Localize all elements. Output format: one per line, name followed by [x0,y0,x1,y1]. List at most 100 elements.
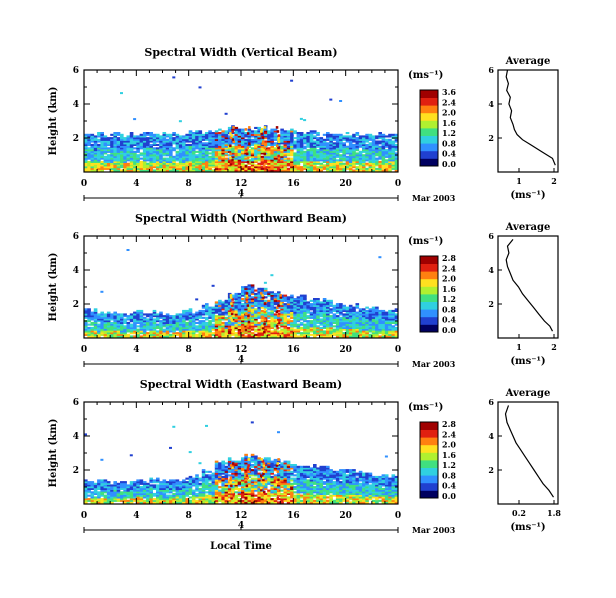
heatmap-cell [172,487,176,490]
heatmap-cell [214,160,219,163]
heatmap-cell [358,332,363,335]
heatmap-cell [178,320,183,323]
heatmap-cell [293,160,297,163]
heatmap-cell [146,332,150,335]
heatmap-cell [214,140,219,143]
heatmap-cell [296,150,301,153]
heatmap-cell [218,316,222,319]
heatmap-cell [208,487,212,490]
heatmap-cell [371,308,376,311]
heatmap-cell [260,309,265,312]
heatmap-cell [214,169,219,172]
heatmap-cell [116,167,121,170]
heatmap-cell [149,147,153,150]
heatmap-cell [129,499,134,502]
heatmap-cell [355,321,360,324]
heatmap-cell [87,484,91,487]
heatmap-cell [93,145,98,148]
heatmap-cell [110,330,114,333]
heatmap-cell [250,306,255,309]
heatmap-cell [326,309,330,312]
heatmap-cell [103,328,108,331]
heatmap-cell [182,147,186,150]
heatmap-cell [384,149,389,152]
heatmap-cell [342,316,346,319]
heatmap-cell [162,501,167,504]
heatmap-cell [267,316,271,319]
heatmap-cell [250,326,255,329]
heatmap-cell [133,155,137,158]
heatmap-cell [365,309,369,312]
heatmap-cell [191,501,196,504]
heatmap-cell [319,149,324,152]
heatmap-cell [378,313,382,316]
heatmap-cell [191,315,196,318]
heatmap-cell [277,149,281,152]
heatmap-cell [152,140,157,143]
heatmap-cell [316,330,320,333]
heatmap-cell [126,164,131,167]
heatmap-cell [257,145,261,148]
heatmap-cell [123,315,127,318]
heatmap-cell [231,489,235,492]
heatmap-cell [303,320,307,323]
heatmap-cell [106,166,111,169]
heatmap-cell [388,160,392,163]
heatmap-cell [97,138,101,141]
heatmap-cell [116,160,121,163]
heatmap-cell [129,154,134,157]
heatmap-cell [280,159,284,162]
heatmap-cell [371,335,376,338]
heatmap-cell [84,159,88,162]
heatmap-cell [254,311,258,314]
heatmap-cell [198,484,203,487]
heatmap-cell [299,321,304,324]
heatmap-cell [306,167,310,170]
heatmap-cell [234,320,239,323]
heatmap-cell [309,137,314,140]
heatmap-cell [106,482,111,485]
heatmap-cell [286,333,291,336]
heatmap-cell [313,325,317,328]
heatmap-cell [365,133,369,136]
heatmap-cell [152,320,157,323]
heatmap-cell [103,499,108,502]
heatmap-cell [172,328,176,331]
heatmap-cell [273,157,278,160]
heatmap-cell [270,137,274,140]
heatmap-cell [270,315,274,318]
heatmap-cell [254,313,258,316]
heatmap-cell [348,330,353,333]
heatmap-cell [103,147,108,150]
heatmap-cell [90,481,95,484]
heatmap-cell [299,298,304,301]
heatmap-cell [286,154,291,157]
heatmap-cell [368,155,373,158]
heatmap-cell [185,316,189,319]
heatmap-cell [123,332,127,335]
heatmap-cell [211,284,215,287]
heatmap-cell [169,321,173,324]
heatmap-cell [263,281,267,284]
heatmap-cell [97,316,101,319]
heatmap-cell [348,167,353,170]
heatmap-cell [339,135,343,138]
heatmap-cell [273,169,278,172]
heatmap-cell [120,492,124,495]
heatmap-cell [205,333,209,336]
heatmap-cell [106,333,111,336]
heatmap-cell [250,164,255,167]
heatmap-cell [257,323,261,326]
heatmap-cell [316,318,320,321]
heatmap-cell [208,335,212,338]
heatmap-cell [169,494,173,497]
heatmap-cell [126,491,131,494]
heatmap-cell [123,326,127,329]
heatmap-cell [375,160,379,163]
heatmap-cell [156,486,160,489]
heatmap-cell [384,169,389,172]
heatmap-cell [326,135,330,138]
heatmap-cell [123,320,127,323]
heatmap-cell [254,140,258,143]
heatmap-cell [391,166,396,169]
